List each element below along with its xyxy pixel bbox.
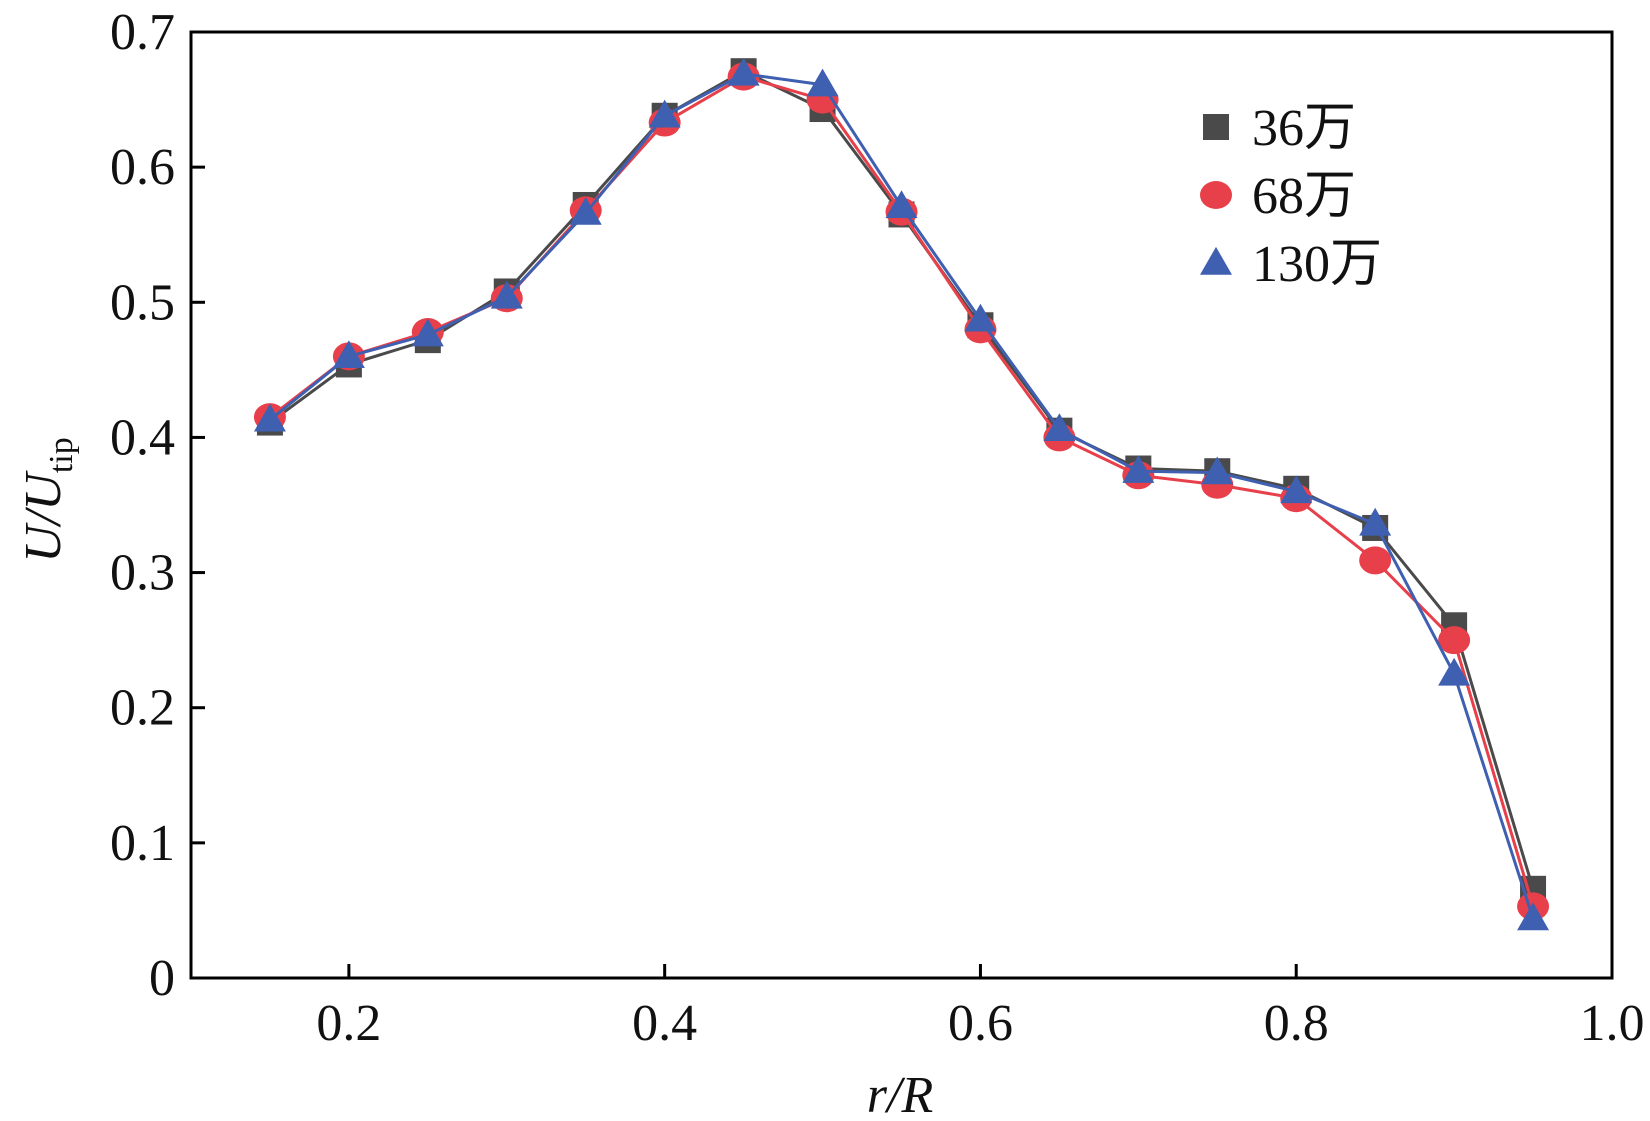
x-tick-label: 0.8 <box>1264 995 1329 1052</box>
series-3 <box>253 57 1550 931</box>
y-tick-label: 0.4 <box>110 409 175 466</box>
legend-label: 130万 <box>1252 236 1382 293</box>
legend-marker <box>1200 246 1232 275</box>
y-tick-label: 0.6 <box>110 139 175 196</box>
data-point <box>806 68 839 97</box>
data-point <box>1280 475 1313 504</box>
x-tick-label: 0.6 <box>948 995 1013 1052</box>
data-point <box>253 403 286 432</box>
data-point <box>569 196 602 225</box>
data-point <box>1201 456 1234 485</box>
y-tick-label: 0.2 <box>110 680 175 737</box>
data-point <box>490 280 523 309</box>
x-axis-label: r/R <box>867 1067 933 1121</box>
data-point <box>648 99 681 128</box>
data-point <box>1359 507 1392 536</box>
legend: 36万 68万 130万 <box>1200 100 1382 293</box>
data-point <box>885 190 918 219</box>
y-tick-label: 0.3 <box>110 545 175 602</box>
legend-item: 36万 <box>1203 100 1356 157</box>
data-point <box>332 340 365 369</box>
x-tick-label: 1.0 <box>1580 995 1645 1052</box>
data-series <box>253 57 1550 931</box>
x-tick-label: 0.4 <box>632 995 697 1052</box>
data-point <box>1043 413 1076 442</box>
data-point <box>1517 902 1550 931</box>
y-tick-label: 0.5 <box>110 274 175 331</box>
axis-ticks: 0.2 0.4 0.6 0.8 1.0 0 0.1 0.2 0.3 0.4 0.5 0.6 0.7 <box>110 4 1645 1052</box>
legend-item: 130万 <box>1200 236 1382 293</box>
data-point <box>411 318 444 347</box>
legend-marker <box>1203 114 1229 140</box>
data-point <box>727 57 760 86</box>
legend-label: 36万 <box>1252 100 1356 157</box>
y-tick-label: 0.1 <box>110 815 175 872</box>
y-tick-label: 0 <box>149 950 175 1007</box>
x-tick-label: 0.2 <box>316 995 381 1052</box>
data-point <box>964 303 997 332</box>
data-point <box>1438 657 1471 686</box>
y-axis-label-main: U/U <box>15 470 72 563</box>
plot-frame <box>189 30 1614 980</box>
legend-item: 68万 <box>1200 168 1356 225</box>
y-axis-label-subscript: tip <box>43 437 80 473</box>
data-point <box>1122 455 1155 483</box>
legend-label: 68万 <box>1252 168 1356 225</box>
data-point <box>1359 546 1392 575</box>
legend-marker <box>1200 181 1232 209</box>
data-point <box>1438 626 1471 655</box>
y-tick-label: 0.7 <box>110 4 175 61</box>
y-axis-label: U/Utip <box>15 437 80 562</box>
